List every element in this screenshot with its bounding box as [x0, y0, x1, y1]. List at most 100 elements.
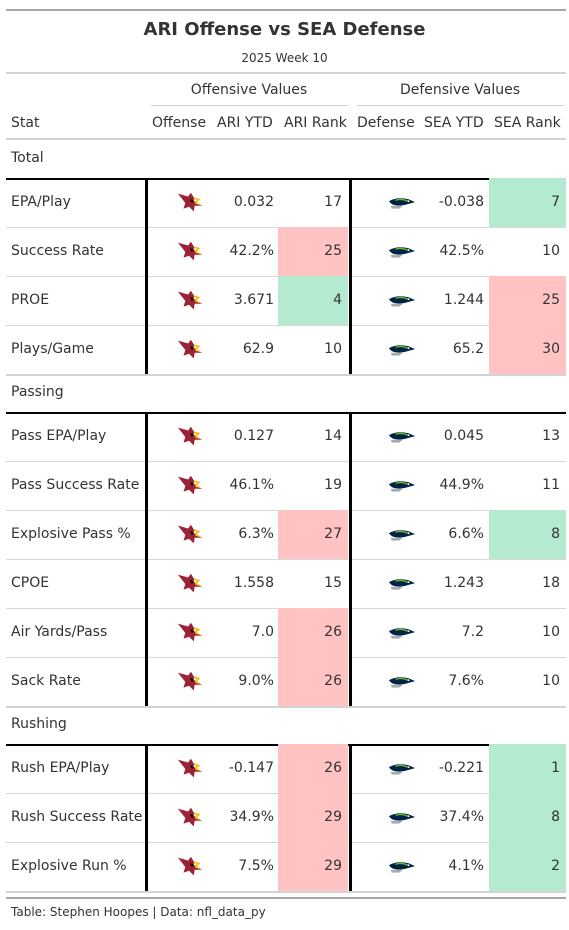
stat-label: Plays/Game — [11, 341, 94, 357]
seattle-seahawks-logo-icon — [388, 808, 416, 834]
seattle-seahawks-logo-icon — [388, 574, 416, 600]
sea-ytd-value: 1.244 — [443, 292, 484, 308]
footer-rule — [6, 897, 566, 899]
seattle-seahawks-logo-icon — [388, 759, 416, 785]
sea-ytd-value: 44.9% — [439, 477, 484, 493]
sea-ytd-value: 42.5% — [439, 243, 484, 259]
table-row: Rush EPA/Play -0.147 26 -0.221 1 — [6, 744, 566, 793]
sea-ytd-value: 7.2 — [461, 624, 484, 640]
ari-rank-value: 10 — [324, 341, 342, 357]
column-header-ari-ytd: ARI YTD — [217, 115, 273, 131]
stat-label: Rush Success Rate — [11, 809, 143, 825]
arizona-cardinals-logo-icon — [176, 620, 204, 646]
sea-ytd-value: 1.243 — [443, 575, 484, 591]
ari-rank-value: 14 — [324, 428, 342, 444]
top-rule — [6, 9, 566, 11]
group-top-rule — [6, 412, 566, 414]
sea-rank-value: 10 — [542, 673, 560, 689]
row-divider — [6, 559, 566, 560]
table-row: Plays/Game 62.9 10 65.2 30 — [6, 325, 566, 374]
seattle-seahawks-logo-icon — [388, 340, 416, 366]
arizona-cardinals-logo-icon — [176, 805, 204, 831]
sea-ytd-value: 4.1% — [448, 858, 484, 874]
group-label: Rushing — [11, 716, 67, 732]
defensive-values-spanner: Defensive Values — [399, 82, 521, 98]
defense-column-border — [349, 412, 352, 706]
ari-rank-value: 25 — [278, 227, 348, 276]
sea-ytd-value: 37.4% — [439, 809, 484, 825]
ari-ytd-value: 46.1% — [229, 477, 274, 493]
offensive-spanner-line — [151, 105, 348, 106]
table-row: Explosive Pass % 6.3% 27 6.6% 8 — [6, 510, 566, 559]
table-row: PROE 3.671 4 1.244 25 — [6, 276, 566, 325]
sea-ytd-value: 65.2 — [452, 341, 484, 357]
arizona-cardinals-logo-icon — [176, 337, 204, 363]
stat-label: Pass Success Rate — [11, 477, 140, 493]
ari-ytd-value: 9.0% — [238, 673, 274, 689]
table-row: CPOE 1.558 15 1.243 18 — [6, 559, 566, 608]
sea-rank-value: 8 — [489, 793, 566, 842]
offense-column-border — [145, 412, 148, 706]
sea-rank-value: 18 — [542, 575, 560, 591]
arizona-cardinals-logo-icon — [176, 473, 204, 499]
sea-rank-value: 25 — [489, 276, 566, 325]
offensive-values-spanner: Offensive Values — [190, 82, 308, 98]
column-header-stat: Stat — [11, 115, 40, 131]
table-row: Pass Success Rate 46.1% 19 44.9% 11 — [6, 461, 566, 510]
stat-label: Sack Rate — [11, 673, 81, 689]
column-header-sea-rank: SEA Rank — [494, 115, 561, 131]
table-source-note: Table: Stephen Hoopes | Data: nfl_data_p… — [11, 905, 266, 919]
ari-rank-value: 26 — [278, 744, 348, 793]
sea-ytd-value: -0.221 — [438, 760, 484, 776]
row-divider — [6, 891, 566, 893]
arizona-cardinals-logo-icon — [176, 756, 204, 782]
sea-ytd-value: 0.045 — [443, 428, 484, 444]
seattle-seahawks-logo-icon — [388, 427, 416, 453]
row-divider — [6, 461, 566, 462]
defense-column-border — [349, 744, 352, 891]
arizona-cardinals-logo-icon — [176, 288, 204, 314]
sea-rank-value: 11 — [542, 477, 560, 493]
ari-rank-value: 26 — [278, 608, 348, 657]
group-header-row: Passing — [6, 374, 566, 412]
group-label: Passing — [11, 384, 64, 400]
ari-ytd-value: 6.3% — [238, 526, 274, 542]
sea-rank-value: 7 — [489, 178, 566, 227]
arizona-cardinals-logo-icon — [176, 424, 204, 450]
row-divider — [6, 706, 566, 708]
ari-rank-value: 29 — [278, 793, 348, 842]
offense-column-border — [145, 744, 148, 891]
arizona-cardinals-logo-icon — [176, 522, 204, 548]
table-row: Pass EPA/Play 0.127 14 0.045 13 — [6, 412, 566, 461]
seattle-seahawks-logo-icon — [388, 672, 416, 698]
group-header-row: Rushing — [6, 706, 566, 744]
table-row: Success Rate 42.2% 25 42.5% 10 — [6, 227, 566, 276]
ari-ytd-value: 42.2% — [229, 243, 274, 259]
ari-ytd-value: 62.9 — [242, 341, 274, 357]
offense-column-border — [145, 178, 148, 374]
sea-rank-value: 8 — [489, 510, 566, 559]
column-header-sea-ytd: SEA YTD — [424, 115, 484, 131]
ari-rank-value: 19 — [324, 477, 342, 493]
column-header-offense: Offense — [152, 115, 207, 131]
defense-column-border — [349, 178, 352, 374]
table-row: Sack Rate 9.0% 26 7.6% 10 — [6, 657, 566, 706]
header-rule — [6, 72, 566, 74]
seattle-seahawks-logo-icon — [388, 857, 416, 883]
table-row: Air Yards/Pass 7.0 26 7.2 10 — [6, 608, 566, 657]
defensive-spanner-line — [357, 105, 564, 106]
sea-ytd-value: -0.038 — [438, 194, 484, 210]
table-title: ARI Offense vs SEA Defense — [143, 19, 426, 40]
stat-label: Success Rate — [11, 243, 104, 259]
arizona-cardinals-logo-icon — [176, 239, 204, 265]
ari-ytd-value: 0.032 — [233, 194, 274, 210]
sea-rank-value: 30 — [489, 325, 566, 374]
ari-ytd-value: 1.558 — [233, 575, 274, 591]
sea-ytd-value: 6.6% — [448, 526, 484, 542]
arizona-cardinals-logo-icon — [176, 571, 204, 597]
table-row: EPA/Play 0.032 17 -0.038 7 — [6, 178, 566, 227]
column-header-ari-rank: ARI Rank — [284, 115, 347, 131]
sea-rank-value: 10 — [542, 624, 560, 640]
row-divider — [6, 325, 566, 326]
